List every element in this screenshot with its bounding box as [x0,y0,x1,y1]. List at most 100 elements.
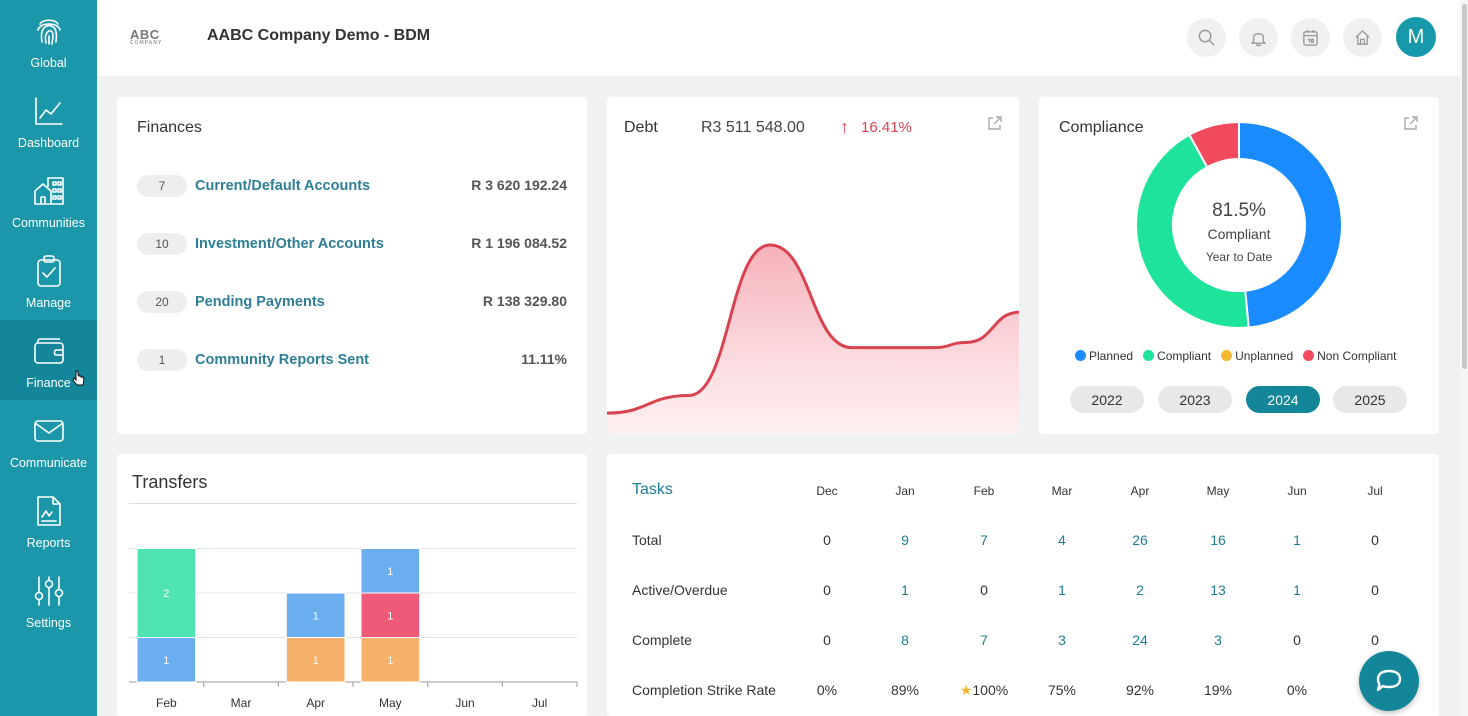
sidebar-item-reports[interactable]: Reports [0,480,97,560]
task-cell: 0 [823,632,831,648]
month-header: May [1206,484,1230,498]
sidebar-item-manage[interactable]: Manage [0,240,97,320]
task-cell[interactable]: 24 [1132,632,1148,648]
year-button-2024[interactable]: 2024 [1246,386,1320,413]
chat-bubble-icon [1376,669,1402,692]
sidebar-item-communicate[interactable]: Communicate [0,400,97,480]
bar-segment[interactable] [136,548,197,638]
donut-slice-compliant[interactable] [1135,133,1250,329]
donut-slice-non-compliant[interactable] [1188,120,1240,169]
task-cell[interactable]: 4 [1058,532,1066,548]
month-header: Jan [895,484,915,498]
sidebar-item-global[interactable]: Global [0,0,97,80]
task-cell: 19% [1203,682,1233,698]
task-cell[interactable]: 1 [1293,532,1301,548]
finance-row[interactable]: 1 Community Reports Sent 11.11% [137,349,567,373]
x-tick-label: Jul [532,696,547,710]
sidebar-item-finance[interactable]: Finance [0,320,97,400]
fingerprint-icon [36,19,61,45]
bar-data-label: 1 [387,610,393,622]
chat-button[interactable] [1359,651,1419,711]
bar-segment[interactable] [285,592,346,638]
mouse-cursor-icon [72,370,86,386]
bar-data-label: 1 [163,655,169,667]
task-cell[interactable]: 8 [901,632,909,648]
task-cell[interactable]: 7 [980,632,988,648]
task-cell[interactable]: 3 [1058,632,1066,648]
search-button[interactable] [1187,18,1226,57]
envelope-icon [33,420,64,442]
bar-segment[interactable] [285,637,346,683]
compliance-card: Compliance 81.5% Compliant Year to Date … [1039,97,1439,434]
debt-amount: R3 511 548.00 [701,119,805,136]
external-link-icon[interactable] [986,115,1003,132]
company-logo: ABC COMPANY [130,27,163,46]
sidebar-item-dashboard[interactable]: Dashboard [0,80,97,160]
task-cell[interactable]: 3 [1214,632,1222,648]
debt-title: Debt [624,119,658,136]
sidebar-item-settings[interactable]: Settings [0,560,97,640]
clipboard-check-icon [36,255,61,287]
sidebar-item-communities[interactable]: Communities [0,160,97,240]
bar-data-label: 1 [387,566,393,578]
task-cell[interactable]: 1 [901,582,909,598]
task-cell: 0 [1371,582,1379,598]
task-cell[interactable]: 2 [1136,582,1144,598]
bar-segment[interactable] [136,637,197,683]
finance-row[interactable]: 10 Investment/Other Accounts R 1 196 084… [137,233,567,257]
year-button-2025[interactable]: 2025 [1333,386,1407,413]
month-header: Mar [1051,484,1073,498]
bar-segment[interactable] [360,548,421,594]
month-header: Jun [1287,484,1307,498]
legend-item-non-compliant[interactable]: Non Compliant [1303,349,1397,363]
home-button[interactable] [1343,18,1382,57]
sidebar-item-label: Manage [25,296,72,310]
task-cell[interactable]: 26 [1132,532,1148,548]
bar-segment[interactable] [360,592,421,638]
sliders-icon [34,576,63,606]
legend-item-planned[interactable]: Planned [1075,349,1133,363]
finance-row[interactable]: 20 Pending Payments R 138 329.80 [137,291,567,315]
finance-link[interactable]: Pending Payments [195,294,325,310]
sidebar-item-label: Dashboard [17,136,80,150]
finance-link[interactable]: Investment/Other Accounts [195,236,384,252]
task-cell[interactable]: 1 [1058,582,1066,598]
task-cell[interactable]: 13 [1210,582,1226,598]
finance-row[interactable]: 7 Current/Default Accounts R 3 620 192.2… [137,175,567,199]
debt-series-line [607,243,1019,415]
bell-icon [1251,33,1266,47]
legend-item-unplanned[interactable]: Unplanned [1221,349,1293,363]
month-header: Apr [1130,484,1150,498]
page-scrollbar-thumb[interactable] [1462,4,1467,369]
legend-item-compliant[interactable]: Compliant [1143,349,1211,363]
task-cell: 0% [1286,682,1308,698]
page-title: AABC Company Demo - BDM [207,27,431,44]
count-badge: 7 [137,175,187,197]
star-icon: ★ [959,682,973,698]
task-cell: 89% [890,682,920,698]
task-row-label: Complete [632,632,692,648]
sidebar-item-label: Reports [26,536,71,550]
bar-segment[interactable] [360,637,421,683]
task-cell[interactable]: 9 [901,532,909,548]
external-link-icon[interactable] [1402,115,1419,132]
task-cell[interactable]: 16 [1210,532,1226,548]
year-button-2023[interactable]: 2023 [1158,386,1232,413]
count-badge: 1 [137,349,187,371]
compliance-donut-chart [1135,120,1343,329]
top-header: ABC COMPANY AABC Company Demo - BDM M [97,0,1460,76]
tasks-card: Tasks Dec Jan Feb Mar Apr May Jun Jul Total 0 9 7 4 2… [607,454,1439,716]
finance-link[interactable]: Current/Default Accounts [195,178,371,194]
notifications-button[interactable] [1239,18,1278,57]
task-cell[interactable]: 1 [1293,582,1301,598]
count-badge: 20 [137,291,187,313]
finance-link[interactable]: Community Reports Sent [195,352,370,368]
calendar-button[interactable] [1291,18,1330,57]
task-cell[interactable]: 7 [980,532,988,548]
year-button-2022[interactable]: 2022 [1070,386,1144,413]
user-avatar[interactable]: M [1396,17,1436,57]
chart-line-icon [34,97,63,125]
calendar-icon [1303,29,1318,46]
sidebar-item-label: Finance [26,376,71,390]
donut-slice-planned[interactable] [1238,120,1343,329]
